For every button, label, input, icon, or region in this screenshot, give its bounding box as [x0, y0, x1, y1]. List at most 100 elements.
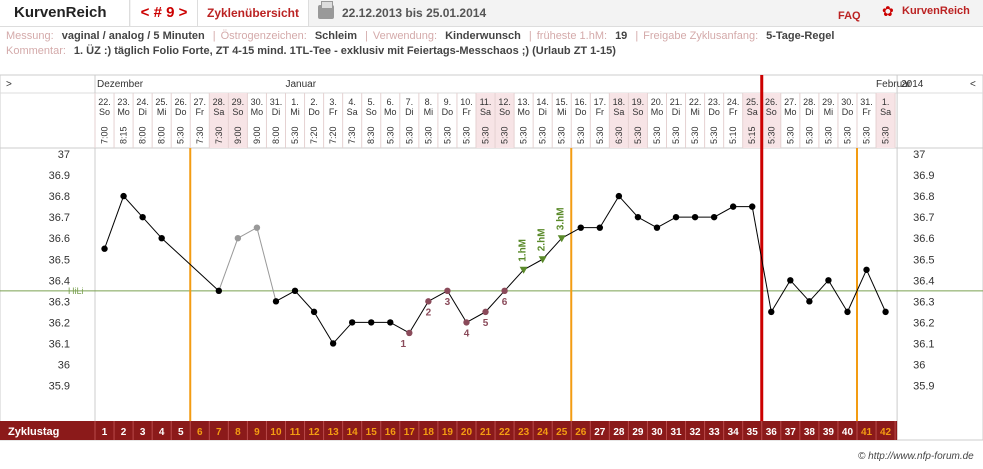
y-tick-label: 36 — [58, 360, 70, 372]
weekday-label: Mo — [517, 107, 530, 117]
temperature-point — [634, 213, 642, 221]
time-label: 7:30 — [347, 126, 357, 144]
temperature-point — [882, 308, 889, 316]
date-label: 21. — [670, 97, 683, 107]
weekday-label: Sa — [613, 107, 624, 117]
time-label: 5:30 — [461, 126, 471, 144]
time-label: 7:00 — [100, 126, 110, 144]
time-label: 5:30 — [290, 126, 300, 144]
y-tick-label: 36.8 — [49, 191, 70, 203]
high-temp-marker — [538, 256, 547, 264]
y-tick-label: 37 — [58, 149, 70, 161]
cycle-day-number: 9 — [254, 427, 260, 438]
usage-label: Verwendung: — [372, 30, 438, 42]
time-label: 8:30 — [366, 126, 376, 144]
date-label: 24. — [136, 97, 149, 107]
temperature-point — [406, 329, 413, 337]
temperature-point — [863, 266, 870, 273]
weekday-label: Di — [138, 107, 147, 117]
weekday-label: Mi — [290, 107, 300, 117]
weekday-label: So — [632, 107, 643, 117]
y-tick-label-right: 36.2 — [913, 317, 934, 329]
temperature-point — [444, 287, 451, 295]
y-tick-label-right: 36.8 — [913, 191, 934, 203]
faq-link[interactable]: FAQ — [838, 10, 861, 22]
time-label: 5:30 — [557, 126, 567, 144]
temperature-point — [463, 319, 470, 326]
cycle-overview-link[interactable]: Zyklenübersicht — [198, 0, 309, 26]
weekday-label: Di — [805, 107, 814, 117]
date-label: 29. — [232, 97, 245, 107]
time-label: 6:30 — [614, 126, 624, 144]
weekday-label: So — [499, 107, 510, 117]
time-label: 5:30 — [576, 126, 586, 144]
cycle-day-number: 23 — [518, 427, 530, 438]
y-tick-label: 36.3 — [49, 296, 70, 308]
weekday-label: Sa — [213, 107, 224, 117]
date-label: 5. — [367, 97, 375, 107]
weekday-label: Do — [442, 107, 454, 117]
cycle-day-number: 34 — [728, 427, 740, 438]
estrogen-value: Schleim — [314, 30, 357, 42]
date-label: 26. — [765, 97, 778, 107]
y-tick-label-right: 35.9 — [913, 381, 934, 393]
brand-logo-icon[interactable]: ✿ — [882, 3, 894, 19]
cycle-day-number: 10 — [270, 427, 282, 438]
y-tick-label: 35.9 — [49, 381, 70, 393]
comment-value: 1. ÜZ :) täglich Folio Forte, ZT 4-15 mi… — [73, 45, 616, 57]
y-tick-label-right: 36.1 — [913, 338, 934, 350]
date-label: 26. — [174, 97, 187, 107]
estrogen-label: Östrogenzeichen: — [220, 30, 307, 42]
nav-next-button[interactable]: < — [970, 79, 976, 90]
y-tick-label-right: 36.9 — [913, 170, 934, 182]
temperature-segment — [313, 311, 334, 344]
cycle-day-number: 3 — [140, 427, 146, 438]
temperature-point — [425, 298, 432, 305]
y-tick-label: 36.4 — [49, 275, 70, 287]
weekday-label: Mi — [157, 107, 167, 117]
temperature-point — [272, 298, 280, 305]
weekday-label: Mo — [384, 107, 397, 117]
date-label: 16. — [575, 97, 588, 107]
weekday-label: Mi — [824, 107, 834, 117]
temperature-segment — [275, 290, 296, 302]
date-label: 19. — [632, 97, 645, 107]
time-label: 7:20 — [328, 126, 338, 144]
cycle-switcher[interactable]: < # 9 > — [131, 0, 198, 26]
date-label: 13. — [517, 97, 530, 107]
nav-prev-button[interactable]: > — [6, 79, 12, 90]
cycle-day-number: 17 — [404, 427, 416, 438]
temperature-point — [291, 287, 299, 295]
weekday-label: Mo — [117, 107, 130, 117]
cycle-day-number: 31 — [670, 427, 682, 438]
brand-link[interactable]: KurvenReich — [902, 5, 970, 17]
date-label: 29. — [822, 97, 835, 107]
low-temp-label: 6 — [502, 297, 508, 308]
cycle-day-number: 40 — [842, 427, 854, 438]
cycle-day-number: 42 — [880, 427, 892, 438]
cycle-day-number: 11 — [290, 427, 301, 438]
printer-icon[interactable] — [318, 1, 334, 19]
date-label: 30. — [251, 97, 264, 107]
cycle-day-number: 32 — [690, 427, 702, 438]
date-label: 10. — [460, 97, 473, 107]
weekday-label: Di — [538, 107, 547, 117]
temperature-segment — [504, 269, 524, 292]
temperature-point — [577, 224, 584, 231]
cycle-day-number: 13 — [328, 427, 340, 438]
cycle-day-number: 39 — [823, 427, 835, 438]
temperature-segment — [332, 322, 353, 344]
time-label: 5:30 — [538, 126, 548, 144]
time-label: 5:30 — [862, 126, 872, 144]
earliest-label: früheste 1.hM: — [536, 30, 608, 42]
cycle-day-number: 28 — [613, 427, 625, 438]
cycle-day-number: 5 — [178, 427, 184, 438]
temperature-segment — [408, 301, 429, 334]
temperature-point — [234, 235, 242, 242]
month-label: Dezember — [97, 79, 144, 90]
cycle-day-band — [0, 421, 898, 440]
weekend-shade — [495, 93, 515, 148]
temperature-segment — [637, 216, 658, 229]
app-logo[interactable]: KurvenReich — [0, 0, 130, 26]
